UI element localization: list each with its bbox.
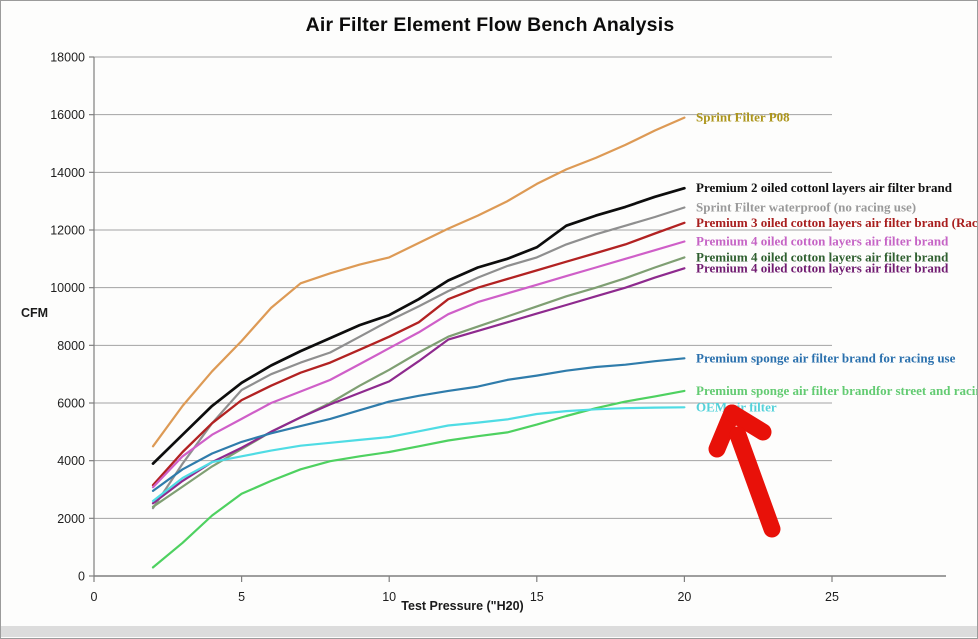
series-label-6: Premium 4 oiled cotton layers air filter… bbox=[696, 260, 949, 275]
series-line-1 bbox=[151, 186, 686, 465]
series-line-8 bbox=[151, 389, 686, 569]
y-tick-label: 6000 bbox=[57, 397, 85, 411]
y-tick-label: 2000 bbox=[57, 512, 85, 526]
x-tick-label: 10 bbox=[382, 590, 396, 604]
photo-edge-strip bbox=[1, 626, 977, 637]
y-tick-label: 14000 bbox=[50, 166, 85, 180]
x-tick-label: 5 bbox=[238, 590, 245, 604]
series-line-5 bbox=[151, 256, 686, 508]
series-label-2: Sprint Filter waterproof (no racing use) bbox=[696, 200, 916, 215]
series-line-4 bbox=[151, 240, 686, 489]
x-tick-label: 15 bbox=[530, 590, 544, 604]
series-label-1: Premium 2 oiled cottonl layers air filte… bbox=[696, 180, 953, 195]
series-line-3 bbox=[151, 221, 686, 487]
series-label-5: Premium 4 oiled cotton layers air filter… bbox=[696, 249, 949, 264]
y-tick-label: 8000 bbox=[57, 339, 85, 353]
x-tick-label: 25 bbox=[825, 590, 839, 604]
series-label-4: Premium 4 oiled cotton layers air filter… bbox=[696, 234, 949, 249]
y-tick-label: 4000 bbox=[57, 454, 85, 468]
red-arrow bbox=[723, 404, 772, 441]
y-tick-label: 18000 bbox=[50, 51, 85, 65]
series-label-0: Sprint Filter P08 bbox=[696, 110, 790, 125]
y-tick-label: 0 bbox=[78, 570, 85, 584]
series-label-7: Premium sponge air filter brand for raci… bbox=[696, 350, 956, 365]
y-tick-label: 16000 bbox=[50, 108, 85, 122]
series-line-0 bbox=[151, 116, 686, 448]
series-line-7 bbox=[151, 357, 686, 492]
series-label-3: Premium 3 oiled cotton layers air filter… bbox=[696, 215, 978, 230]
series-line-9 bbox=[151, 406, 686, 503]
x-tick-label: 0 bbox=[91, 590, 98, 604]
red-arrow bbox=[729, 426, 781, 538]
series-line-6 bbox=[151, 267, 686, 505]
chart-title: Air Filter Element Flow Bench Analysis bbox=[305, 14, 675, 36]
y-tick-label: 12000 bbox=[50, 224, 85, 238]
y-axis-label: CFM bbox=[21, 306, 49, 320]
series-line-2 bbox=[151, 206, 686, 510]
y-tick-label: 10000 bbox=[50, 281, 85, 295]
x-tick-label: 20 bbox=[677, 590, 691, 604]
x-axis-label: Test Pressure ("H20) bbox=[401, 599, 524, 613]
series-label-8: Premium sponge air filter brandfor stree… bbox=[696, 383, 978, 398]
